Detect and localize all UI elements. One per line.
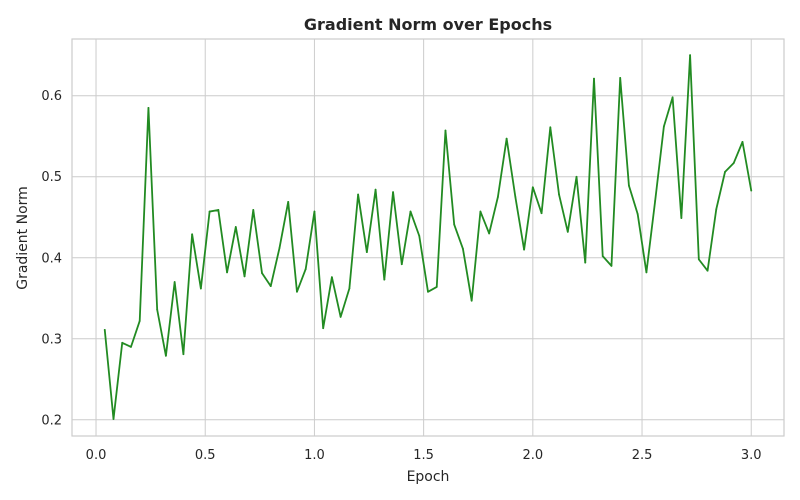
data-point bbox=[444, 129, 447, 132]
data-point bbox=[121, 341, 124, 344]
data-point bbox=[488, 232, 491, 235]
data-point bbox=[470, 299, 473, 302]
data-point bbox=[226, 271, 228, 274]
data-point bbox=[549, 126, 552, 129]
chart-title: Gradient Norm over Epochs bbox=[304, 15, 552, 34]
data-point bbox=[130, 345, 132, 348]
data-point bbox=[741, 141, 744, 143]
data-point bbox=[427, 290, 429, 293]
data-point bbox=[514, 196, 517, 198]
x-tick-label: 2.5 bbox=[632, 448, 653, 463]
data-point bbox=[261, 272, 263, 275]
data-point bbox=[191, 233, 194, 236]
x-tick-label: 2.0 bbox=[522, 448, 543, 463]
y-tick-label: 0.6 bbox=[41, 89, 62, 104]
data-point bbox=[479, 210, 482, 213]
x-tick-label: 3.0 bbox=[741, 448, 762, 463]
data-point bbox=[496, 196, 499, 198]
data-point bbox=[636, 213, 639, 215]
data-point bbox=[540, 212, 543, 215]
data-point bbox=[409, 210, 412, 213]
data-point bbox=[706, 269, 709, 272]
data-point bbox=[331, 276, 333, 279]
data-point bbox=[558, 193, 560, 196]
data-point bbox=[374, 188, 377, 191]
y-tick-label: 0.3 bbox=[41, 332, 62, 347]
x-tick-label: 0.5 bbox=[195, 448, 216, 463]
data-point bbox=[400, 263, 403, 266]
data-point bbox=[208, 210, 211, 213]
data-point bbox=[252, 209, 255, 211]
data-point bbox=[383, 278, 386, 281]
data-point bbox=[715, 208, 718, 211]
data-point bbox=[671, 96, 674, 99]
data-point bbox=[165, 354, 167, 357]
data-point bbox=[584, 261, 587, 264]
data-point bbox=[462, 247, 464, 250]
data-point bbox=[112, 418, 115, 420]
data-point bbox=[147, 106, 150, 109]
data-point bbox=[593, 77, 595, 80]
data-point bbox=[296, 290, 298, 293]
gradient-norm-line bbox=[103, 54, 753, 420]
data-point bbox=[575, 175, 578, 178]
data-point bbox=[103, 328, 106, 331]
data-point bbox=[505, 137, 508, 140]
data-point bbox=[418, 234, 421, 237]
data-point bbox=[628, 184, 630, 187]
data-point bbox=[365, 251, 368, 253]
data-point bbox=[654, 200, 657, 202]
series-layer bbox=[103, 54, 753, 420]
data-point bbox=[601, 255, 604, 258]
data-point bbox=[199, 287, 202, 290]
data-point bbox=[689, 54, 691, 57]
x-tick-label: 0.0 bbox=[86, 448, 107, 463]
data-point bbox=[531, 186, 534, 189]
data-point bbox=[304, 268, 307, 270]
x-tick-label: 1.0 bbox=[304, 448, 325, 463]
data-point bbox=[269, 285, 272, 288]
data-point bbox=[287, 200, 290, 203]
tick-labels: 0.0 0.5 1.0 1.5 2.0 2.5 3.0 0.2 0.3 0.4 0.5 0.6 bbox=[41, 89, 761, 463]
data-point bbox=[750, 189, 753, 192]
data-point bbox=[724, 170, 726, 173]
data-point bbox=[156, 308, 159, 311]
data-point bbox=[732, 162, 735, 164]
data-point bbox=[313, 210, 316, 213]
data-point bbox=[523, 248, 525, 251]
data-point bbox=[619, 76, 622, 79]
plot-frame bbox=[71, 38, 785, 437]
data-point bbox=[680, 217, 683, 219]
data-point bbox=[645, 271, 648, 274]
data-point bbox=[173, 281, 176, 283]
data-point bbox=[322, 327, 325, 330]
y-tick-label: 0.2 bbox=[41, 413, 62, 428]
x-tick-label: 1.5 bbox=[413, 448, 434, 463]
grid bbox=[72, 39, 784, 436]
data-point bbox=[234, 226, 237, 228]
data-point bbox=[243, 275, 246, 278]
data-point bbox=[453, 223, 456, 226]
data-point bbox=[217, 209, 220, 211]
data-point bbox=[182, 353, 185, 356]
data-point bbox=[339, 316, 342, 318]
data-point bbox=[697, 258, 700, 261]
data-point bbox=[610, 264, 613, 267]
data-point bbox=[435, 286, 438, 288]
data-point bbox=[278, 247, 281, 249]
data-point bbox=[348, 287, 351, 290]
y-tick-label: 0.4 bbox=[41, 251, 62, 266]
y-tick-label: 0.5 bbox=[41, 170, 62, 185]
data-point bbox=[662, 125, 665, 128]
data-point bbox=[566, 230, 569, 233]
data-point bbox=[357, 193, 360, 196]
data-point bbox=[392, 191, 394, 194]
x-axis-label: Epoch bbox=[407, 469, 450, 485]
y-axis-label: Gradient Norm bbox=[15, 186, 31, 290]
data-point bbox=[138, 320, 141, 322]
